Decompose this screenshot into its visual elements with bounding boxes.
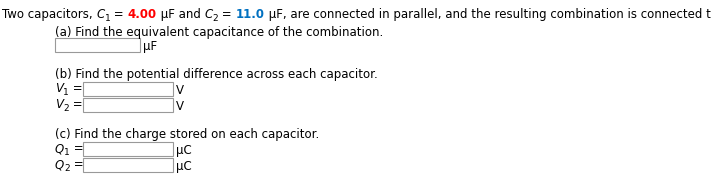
Text: C: C [97,8,105,21]
Text: =: = [218,8,236,21]
Bar [83,98,173,112]
Text: =: = [110,8,128,21]
Text: 2: 2 [63,104,69,113]
Text: μC: μC [176,144,192,157]
Text: Two capacitors,: Two capacitors, [2,8,97,21]
Text: V: V [55,82,63,95]
Text: μF and: μF and [157,8,205,21]
Text: 2: 2 [64,164,70,173]
Text: =: = [69,82,82,95]
Text: V: V [176,100,184,113]
Text: 1: 1 [63,88,69,97]
Bar [83,158,173,172]
Text: V: V [55,98,63,111]
Bar [83,82,173,96]
Text: μC: μC [176,160,192,173]
Bar [83,142,173,156]
Text: =: = [69,98,82,111]
Text: μF, are connected in parallel, and the resulting combination is connected to a 9: μF, are connected in parallel, and the r… [264,8,711,21]
Text: μF: μF [143,40,157,53]
Text: 4.00: 4.00 [128,8,157,21]
Text: (a) Find the equivalent capacitance of the combination.: (a) Find the equivalent capacitance of t… [55,26,383,39]
Text: 11.0: 11.0 [236,8,264,21]
Text: 1: 1 [64,148,70,157]
Text: =: = [70,142,84,155]
Text: C: C [205,8,213,21]
Text: Q: Q [55,158,64,171]
Text: 2: 2 [213,14,218,23]
Text: (c) Find the charge stored on each capacitor.: (c) Find the charge stored on each capac… [55,128,319,141]
Text: V: V [176,84,184,97]
Text: =: = [70,158,83,171]
Bar [55,38,140,52]
Text: (b) Find the potential difference across each capacitor.: (b) Find the potential difference across… [55,68,378,81]
Text: Q: Q [55,142,64,155]
Text: 1: 1 [105,14,110,23]
